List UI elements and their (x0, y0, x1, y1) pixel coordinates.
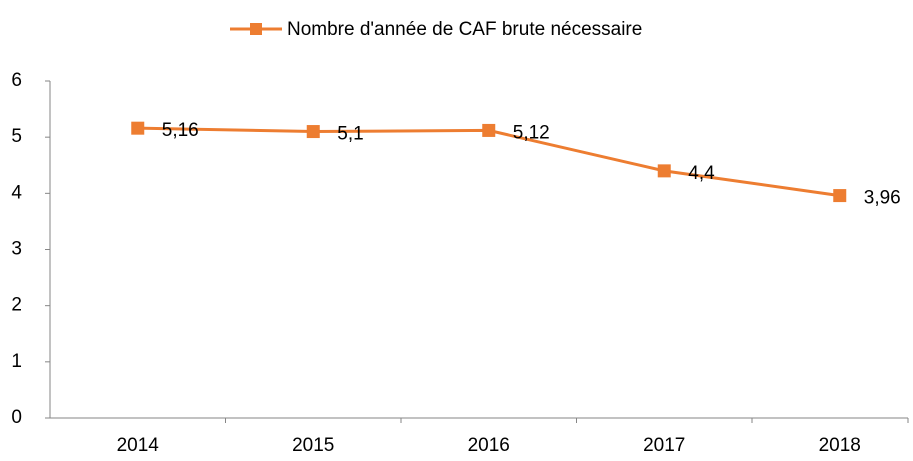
legend-marker (250, 23, 262, 35)
point-marker (482, 123, 496, 137)
point-marker (657, 164, 671, 178)
point-marker (833, 189, 847, 203)
y-tick-label: 4 (11, 182, 22, 203)
x-tick-label: 2015 (292, 435, 334, 456)
data-label: 5,1 (337, 124, 363, 145)
data-label: 5,12 (513, 122, 550, 143)
data-label: 3,96 (864, 188, 901, 209)
y-tick-label: 5 (11, 126, 22, 147)
x-tick-label: 2014 (117, 435, 160, 456)
x-tick-label: 2017 (643, 435, 685, 456)
y-tick-label: 6 (11, 70, 22, 91)
data-label: 5,16 (162, 120, 199, 141)
y-tick-label: 0 (11, 407, 22, 428)
data-label: 4,4 (688, 163, 715, 184)
point-marker (306, 125, 320, 139)
x-tick-label: 2018 (819, 435, 861, 456)
x-tick-label: 2016 (468, 435, 510, 456)
point-marker (131, 121, 145, 135)
legend-label: Nombre d'année de CAF brute nécessaire (287, 19, 642, 40)
y-tick-label: 2 (11, 295, 22, 316)
y-tick-label: 1 (11, 351, 22, 372)
series-line (137, 126, 840, 198)
y-tick-label: 3 (11, 239, 22, 260)
